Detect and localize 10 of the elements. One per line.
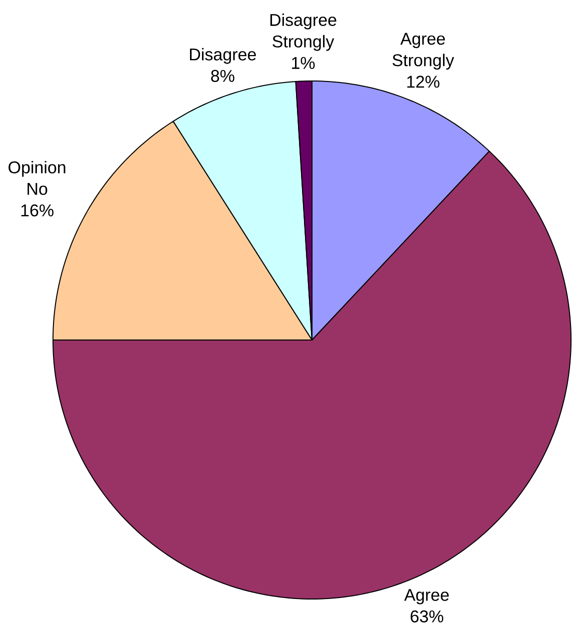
slice-label: Agree <box>404 589 449 604</box>
data-label: 16% <box>21 204 54 216</box>
data-label: 63% <box>410 610 444 622</box>
data-label: 1% <box>292 57 315 69</box>
slice-label: Agree Strongly <box>392 32 454 70</box>
data-label: 8% <box>211 70 234 82</box>
slice-label: Disagree Strongly <box>270 14 336 51</box>
data-label: 12% <box>407 76 440 88</box>
slice-label: Disagree <box>190 48 256 64</box>
slice-label: Opinion No <box>8 160 66 195</box>
